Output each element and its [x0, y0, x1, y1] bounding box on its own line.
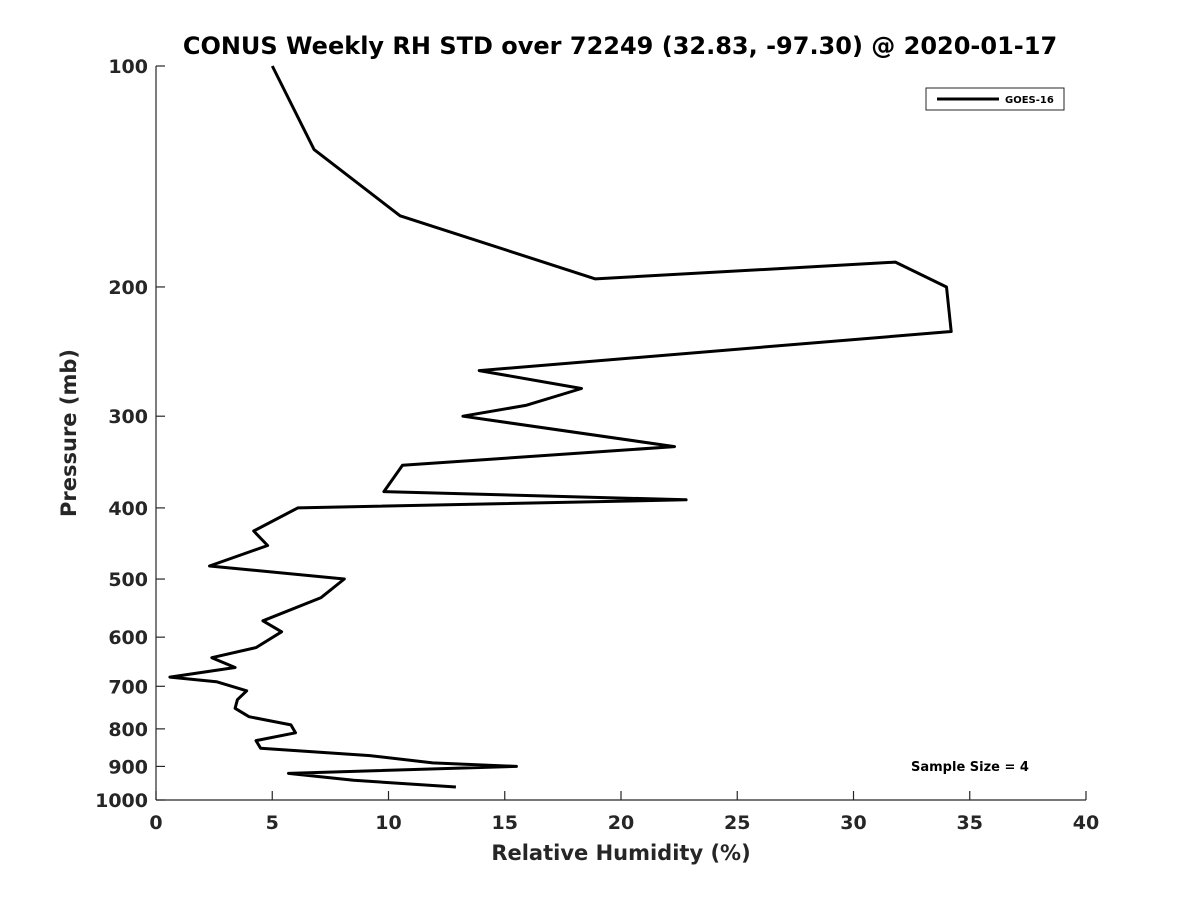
- y-tick-label: 1000: [95, 790, 148, 812]
- x-axis-label: Relative Humidity (%): [491, 841, 750, 865]
- y-tick-label: 700: [108, 676, 148, 698]
- series-group: [168, 65, 953, 789]
- legend-label-goes-16: GOES-16: [1005, 95, 1054, 106]
- y-tick-label: 300: [108, 406, 148, 428]
- y-ticks: 100 200 300 400 500 600 700 800 900 1000: [95, 56, 165, 812]
- y-tick-label: 100: [108, 56, 148, 78]
- x-tick-label: 30: [840, 812, 866, 834]
- x-tick-label: 10: [375, 812, 401, 834]
- x-tick-label: 0: [149, 812, 162, 834]
- x-tick-label: 35: [957, 812, 983, 834]
- y-tick-label: 500: [108, 569, 148, 591]
- x-tick-label: 20: [608, 812, 634, 834]
- y-axis-label: Pressure (mb): [57, 349, 81, 517]
- x-tick-label: 40: [1073, 812, 1099, 834]
- x-tick-label: 15: [492, 812, 518, 834]
- series-line-goes-16: [168, 65, 953, 789]
- x-ticks: 0 5 10 15 20 25 30 35 40: [149, 791, 1099, 834]
- legend: GOES-16: [925, 87, 1065, 111]
- sample-size-annotation: Sample Size = 4: [911, 760, 1029, 775]
- y-tick-label: 200: [108, 277, 148, 299]
- x-tick-label: 5: [266, 812, 279, 834]
- y-tick-label: 400: [108, 498, 148, 520]
- y-tick-label: 600: [108, 627, 148, 649]
- y-tick-label: 800: [108, 719, 148, 741]
- chart-title: CONUS Weekly RH STD over 72249 (32.83, -…: [183, 32, 1057, 60]
- y-tick-label: 900: [108, 756, 148, 778]
- x-tick-label: 25: [724, 812, 750, 834]
- plot-area: 0 5 10 15 20 25 30 35 40 100 200 300 400 500 600 700 80…: [95, 56, 1099, 834]
